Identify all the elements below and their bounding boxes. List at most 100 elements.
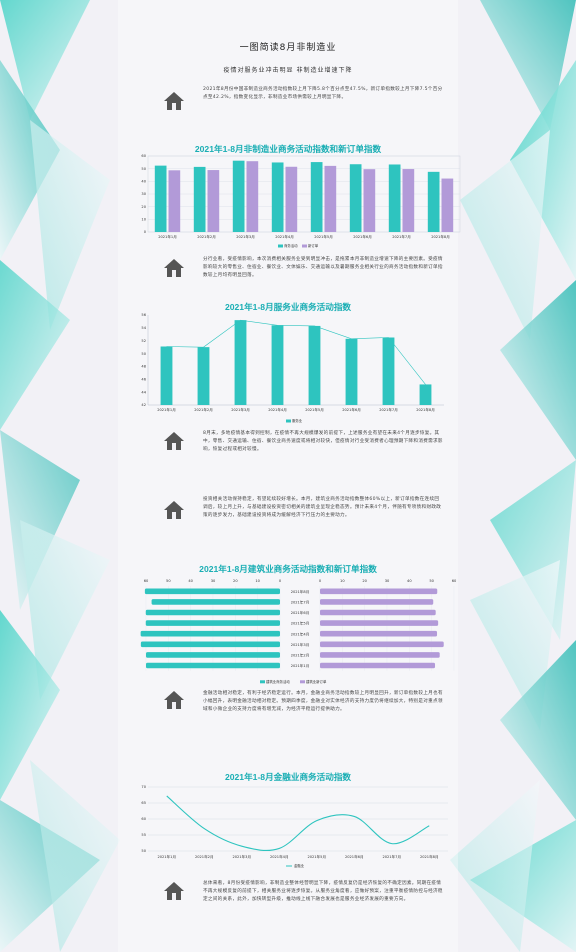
bar (151, 599, 280, 605)
category-label: 2021年3月 (291, 642, 310, 647)
x-tick-label: 30 (385, 579, 390, 583)
x-tick-label: 2021年2月 (197, 234, 216, 239)
x-tick-label: 2021年6月 (345, 854, 364, 859)
summary-paragraph: 总体来看，8月份受疫情影响，非制造业整体经营明显下降，疫情反复仍是经济恢复的不确… (203, 881, 443, 903)
construction-paragraph: 投资相关活动保持稳定，有望延续较好增长。本月，建筑业商务活动指数整体60%以上，… (203, 497, 442, 519)
x-tick-label: 50 (166, 579, 171, 583)
bar (146, 652, 280, 658)
y-tick-label: 65 (141, 801, 146, 805)
bar (197, 347, 210, 405)
x-tick-label: 2021年4月 (268, 407, 287, 412)
home-icon (164, 92, 184, 110)
bar (427, 171, 440, 232)
bar (308, 325, 321, 405)
y-tick-label: 70 (141, 785, 146, 789)
bar (234, 320, 247, 405)
legend-swatch (260, 680, 265, 684)
chart3-title: 2021年1-8月建筑业商务活动指数和新订单指数 (199, 564, 377, 574)
bar (140, 630, 280, 637)
x-tick-label: 10 (255, 579, 260, 583)
y-tick-label: 56 (141, 313, 146, 317)
y-tick-label: 52 (141, 339, 146, 343)
intro-paragraph: 2021年8月份中国非制造业商务活动指数较上月下降5.8个百分点至47.5%，新… (203, 87, 443, 101)
bar (160, 346, 173, 405)
bar (363, 169, 376, 232)
y-tick-label: 20 (141, 205, 146, 209)
chart3-construction: 60 50 40 30 20 10 0 0 10 20 30 40 50 60 2021年8月 2021年7月… (140, 579, 457, 684)
chart4-finance: 50 55 60 65 70 2021年1月 2021年2月 2021年3月 2021年4月 20… (141, 785, 448, 868)
bar (419, 384, 432, 405)
bar (388, 164, 401, 232)
y-tick-label: 54 (141, 326, 146, 330)
category-label: 2021年8月 (291, 589, 310, 594)
bar (140, 641, 280, 648)
bar (441, 178, 454, 232)
x-tick-label: 2021年5月 (307, 854, 326, 859)
y-tick-label: 10 (141, 218, 146, 222)
x-tick-label: 10 (340, 579, 345, 583)
chart4-title: 2021年1-8月金融业商务活动指数 (224, 772, 352, 782)
x-tick-label: 40 (188, 579, 193, 583)
x-tick-label: 2021年8月 (416, 407, 435, 412)
x-tick-label: 2021年4月 (275, 234, 294, 239)
x-tick-label: 50 (429, 579, 434, 583)
category-label: 2021年5月 (291, 621, 310, 626)
category-label: 2021年6月 (291, 610, 310, 615)
legend-label: 建筑业商务活动 (266, 679, 290, 684)
x-tick-label: 2021年3月 (231, 407, 250, 412)
y-tick-label: 42 (141, 403, 146, 407)
chart2-services: 42 44 46 48 50 52 54 56 2021年1月 2021年2月 2021年3月 202… (141, 313, 444, 423)
x-tick-label: 2021年1月 (158, 234, 177, 239)
page-title: 一图简读8月非制造业 (239, 43, 337, 53)
y-tick-label: 50 (141, 849, 146, 853)
bar (232, 160, 245, 232)
legend-label: 服务业 (292, 418, 303, 423)
bar (320, 599, 434, 605)
y-tick-label: 60 (141, 154, 146, 158)
x-tick-label: 2021年8月 (420, 854, 439, 859)
home-icon (164, 259, 184, 277)
series-line (166, 795, 430, 852)
y-tick-label: 60 (141, 817, 146, 821)
x-tick-label: 2021年3月 (236, 234, 255, 239)
home-icon (164, 501, 184, 519)
series-line (166, 319, 426, 385)
x-tick-label: 60 (144, 579, 149, 583)
category-label: 2021年4月 (291, 631, 310, 636)
home-icon (164, 691, 184, 709)
home-icon (164, 432, 184, 450)
y-tick-label: 44 (141, 390, 146, 394)
x-tick-label: 30 (211, 579, 216, 583)
bar (320, 609, 436, 616)
bar (402, 169, 415, 232)
bar (246, 161, 259, 232)
category-label: 2021年7月 (291, 600, 310, 605)
page-subtitle: 疫情对服务业冲击明显 非制造业增速下降 (223, 67, 353, 74)
bar (193, 166, 206, 232)
x-tick-label: 2021年4月 (270, 854, 289, 859)
x-tick-label: 2021年3月 (232, 854, 251, 859)
y-tick-label: 46 (141, 377, 146, 381)
bar (285, 166, 298, 232)
bar (271, 325, 284, 405)
y-tick-label: 40 (141, 180, 146, 184)
bar (168, 170, 181, 232)
legend-label: 金融业 (294, 863, 305, 868)
chart1-title: 2021年1-8月非制造业商务活动指数和新订单指数 (194, 144, 382, 154)
bar (310, 162, 323, 232)
x-tick-label: 40 (407, 579, 412, 583)
legend-label: 新订单 (308, 243, 319, 248)
y-tick-label: 55 (141, 833, 146, 837)
bar (320, 641, 444, 648)
x-tick-label: 0 (319, 579, 322, 583)
finance-paragraph: 金融活动相对稳定，有利于经济稳定运行。本月，金融业商务活动指数较上月明显回升，新… (203, 691, 443, 713)
x-tick-label: 2021年7月 (379, 407, 398, 412)
legend-swatch (286, 419, 291, 423)
bar (320, 620, 439, 626)
category-label: 2021年1月 (291, 663, 310, 668)
bar (320, 662, 436, 669)
y-tick-label: 0 (144, 230, 147, 234)
bar (320, 588, 438, 595)
